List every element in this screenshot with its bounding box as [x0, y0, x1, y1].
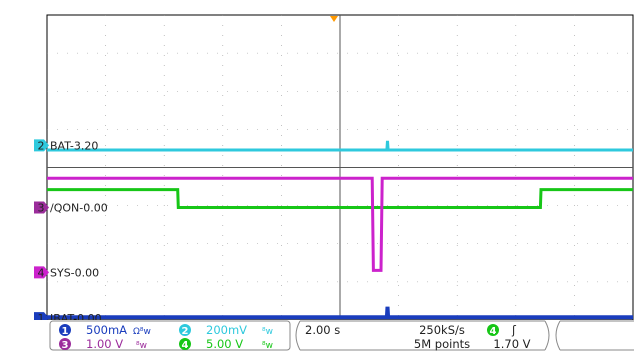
ch3-number-badge	[59, 338, 71, 350]
ch3-number: 3	[62, 340, 69, 351]
trigger-position-marker[interactable]	[330, 16, 338, 22]
ch1-suffix: Ω⁸w	[133, 327, 151, 337]
trigger-readout[interactable]: 4 ʃ 1.70 V	[487, 323, 531, 351]
ch3-marker-number: 3	[38, 202, 45, 215]
trigger-level-readout: 1.70 V	[493, 337, 530, 351]
status-bar: 1 500mA Ω⁸w 2 200mV ⁸w 3 1.00 V ⁸w 4 5.0…	[0, 320, 634, 351]
ch3-readout[interactable]: 3 1.00 V ⁸w	[59, 337, 147, 351]
trace-ch4-sys	[47, 176, 633, 272]
record-length-readout: 5M points	[414, 337, 470, 351]
ch4-marker-number: 4	[38, 266, 45, 279]
trace-ch1-ibat	[47, 306, 633, 320]
series-label-sys: SYS-0.00	[50, 266, 99, 279]
ch2-number: 2	[182, 326, 189, 337]
ch1-number-badge	[59, 324, 71, 336]
ch1-readout[interactable]: 1 500mA Ω⁸w	[59, 323, 151, 337]
ch4-marker[interactable]: 4	[34, 266, 49, 279]
ch4-number: 4	[182, 340, 189, 351]
trace-ch3-qon	[47, 188, 633, 209]
ch2-suffix: ⁸w	[262, 327, 273, 337]
timebase-readout: 2.00 s	[305, 323, 340, 337]
trace-ch2-bat	[47, 140, 633, 152]
trigger-channel-badge	[487, 324, 499, 336]
ch3-marker[interactable]: 3	[34, 201, 49, 215]
ch4-readout[interactable]: 4 5.00 V ⁸w	[179, 337, 273, 351]
channel-readout-box[interactable]	[49, 320, 291, 351]
ch1-number: 1	[62, 326, 69, 337]
ch3-suffix: ⁸w	[136, 341, 147, 351]
sample-rate-readout: 250kS/s	[419, 323, 465, 337]
series-label-bat: BAT-3.20	[50, 139, 98, 152]
trigger-slope-icon: ʃ	[511, 323, 517, 337]
aux-readout-box[interactable]	[555, 320, 634, 351]
ch4-suffix: ⁸w	[262, 341, 273, 351]
horizontal-readout-box[interactable]	[295, 320, 550, 351]
trigger-channel: 4	[490, 326, 497, 337]
ch1-marker-number: 1	[38, 312, 45, 325]
ch1-scale: 500mA	[86, 323, 127, 337]
ch4-number-badge	[179, 338, 191, 350]
series-label-qon: /QON-0.00	[50, 202, 108, 215]
ch2-scale: 200mV	[206, 323, 247, 337]
trace-layer	[47, 140, 633, 320]
ch2-marker[interactable]: 2	[34, 139, 49, 152]
ch2-marker-number: 2	[38, 139, 45, 152]
ch2-readout[interactable]: 2 200mV ⁸w	[179, 323, 273, 337]
ch4-scale: 5.00 V	[206, 337, 243, 351]
graticule	[47, 15, 633, 320]
ch2-number-badge	[179, 324, 191, 336]
ch3-scale: 1.00 V	[86, 337, 123, 351]
